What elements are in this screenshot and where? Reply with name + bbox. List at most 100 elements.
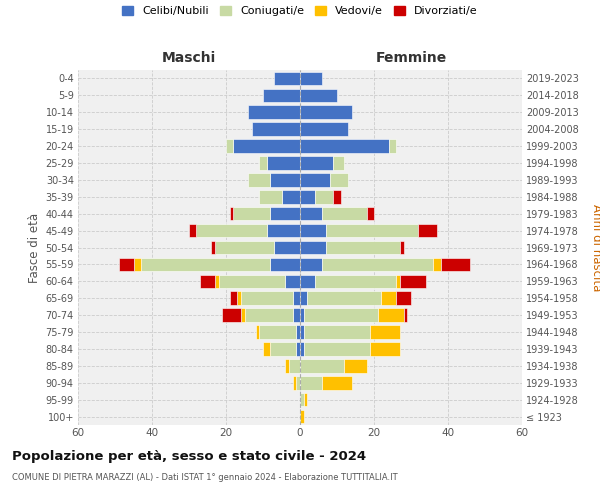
Bar <box>378 308 404 322</box>
Bar <box>300 207 322 220</box>
Bar <box>304 342 370 355</box>
Bar <box>218 274 285 288</box>
Bar <box>304 326 370 339</box>
Bar <box>271 173 300 186</box>
Bar <box>259 156 267 170</box>
Bar <box>285 274 300 288</box>
Bar <box>322 207 367 220</box>
Bar <box>259 326 296 339</box>
Bar <box>293 376 296 390</box>
Bar <box>196 224 267 237</box>
Bar <box>200 274 215 288</box>
Bar <box>304 308 378 322</box>
Text: COMUNE DI PIETRA MARAZZI (AL) - Dati ISTAT 1° gennaio 2024 - Elaborazione TUTTIT: COMUNE DI PIETRA MARAZZI (AL) - Dati IST… <box>12 472 398 482</box>
Bar <box>300 410 304 424</box>
Text: Femmine: Femmine <box>376 51 446 65</box>
Bar <box>233 207 271 220</box>
Bar <box>326 224 418 237</box>
Bar <box>293 308 300 322</box>
Bar <box>271 258 300 271</box>
Bar <box>300 359 344 372</box>
Bar <box>382 292 396 305</box>
Y-axis label: Fasce di età: Fasce di età <box>28 212 41 282</box>
Bar <box>370 342 400 355</box>
Bar <box>300 308 304 322</box>
Bar <box>315 274 396 288</box>
Bar <box>400 274 426 288</box>
Bar <box>300 140 389 153</box>
Bar <box>300 224 326 237</box>
Bar <box>296 326 300 339</box>
Bar <box>223 308 241 322</box>
Bar <box>300 173 329 186</box>
Bar <box>396 292 411 305</box>
Bar <box>404 308 407 322</box>
Bar <box>230 207 233 220</box>
Bar <box>263 88 300 102</box>
Bar <box>241 308 245 322</box>
Bar <box>344 359 367 372</box>
Bar <box>300 88 337 102</box>
Bar <box>248 106 300 119</box>
Bar <box>334 156 344 170</box>
Bar <box>334 190 341 203</box>
Bar <box>133 258 141 271</box>
Legend: Celibi/Nubili, Coniugati/e, Vedovi/e, Divorziati/e: Celibi/Nubili, Coniugati/e, Vedovi/e, Di… <box>122 6 478 16</box>
Bar <box>252 122 300 136</box>
Bar <box>329 173 348 186</box>
Bar <box>322 376 352 390</box>
Bar <box>281 190 300 203</box>
Bar <box>315 190 334 203</box>
Bar <box>389 140 396 153</box>
Bar <box>267 224 300 237</box>
Bar <box>300 106 352 119</box>
Bar <box>248 173 271 186</box>
Bar <box>367 207 374 220</box>
Bar <box>300 122 348 136</box>
Bar <box>326 240 400 254</box>
Bar <box>233 140 300 153</box>
Bar <box>211 240 215 254</box>
Bar <box>400 240 404 254</box>
Bar <box>433 258 440 271</box>
Bar <box>215 240 274 254</box>
Bar <box>300 240 326 254</box>
Bar <box>300 292 307 305</box>
Bar <box>215 274 218 288</box>
Bar <box>370 326 400 339</box>
Bar <box>300 258 322 271</box>
Bar <box>271 342 296 355</box>
Text: Popolazione per età, sesso e stato civile - 2024: Popolazione per età, sesso e stato civil… <box>12 450 366 463</box>
Bar <box>274 72 300 85</box>
Bar <box>267 156 300 170</box>
Bar <box>296 342 300 355</box>
Bar <box>396 274 400 288</box>
Bar <box>296 376 300 390</box>
Bar <box>300 72 322 85</box>
Bar <box>300 393 304 406</box>
Bar <box>263 342 271 355</box>
Bar <box>271 207 300 220</box>
Bar <box>245 308 293 322</box>
Y-axis label: Anni di nascita: Anni di nascita <box>590 204 600 291</box>
Bar <box>289 359 300 372</box>
Bar <box>322 258 433 271</box>
Bar <box>256 326 259 339</box>
Bar <box>119 258 133 271</box>
Bar <box>300 190 315 203</box>
Bar <box>293 292 300 305</box>
Bar <box>300 156 334 170</box>
Bar <box>440 258 470 271</box>
Bar <box>300 326 304 339</box>
Bar <box>300 342 304 355</box>
Bar <box>285 359 289 372</box>
Bar <box>259 190 281 203</box>
Bar <box>226 140 233 153</box>
Bar <box>418 224 437 237</box>
Bar <box>300 274 315 288</box>
Bar <box>274 240 300 254</box>
Bar <box>189 224 196 237</box>
Bar <box>307 292 382 305</box>
Text: Maschi: Maschi <box>162 51 216 65</box>
Bar <box>141 258 271 271</box>
